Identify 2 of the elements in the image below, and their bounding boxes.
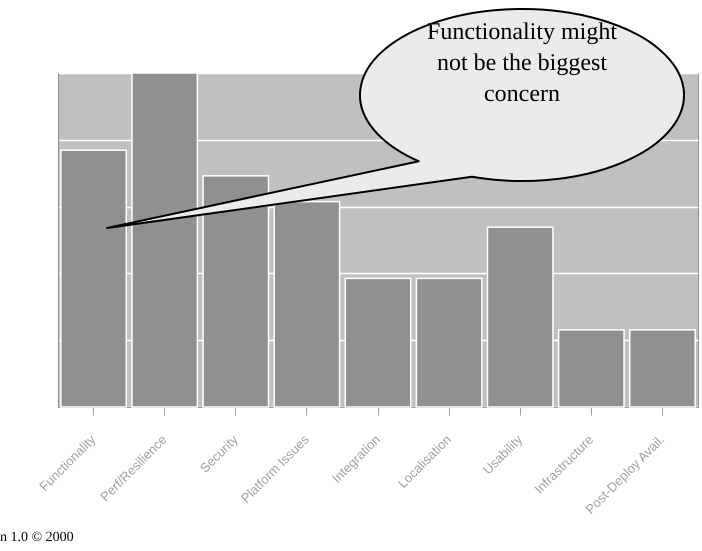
text: n 1.0 © 2000 [0,530,74,546]
annotation: Functionality might not be the biggest concern [426,18,618,109]
